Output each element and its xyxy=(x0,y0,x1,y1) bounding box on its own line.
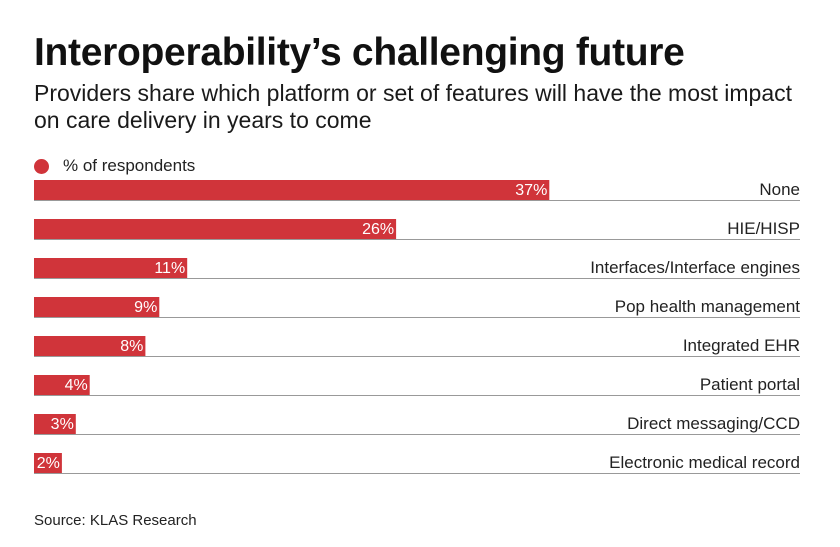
bar-value-label: 8% xyxy=(120,338,143,355)
chart-title: Interoperability’s challenging future xyxy=(34,31,685,74)
category-label: Direct messaging/CCD xyxy=(627,414,800,433)
bar xyxy=(34,453,62,473)
bar-value-label: 11% xyxy=(154,260,185,277)
bar xyxy=(34,219,397,239)
category-label: Patient portal xyxy=(700,375,800,394)
legend: % of respondents xyxy=(34,155,195,177)
bar-value-label: 9% xyxy=(134,299,157,316)
bar-value-label: 37% xyxy=(515,182,547,199)
category-label: Interfaces/Interface engines xyxy=(590,258,800,277)
legend-label: % of respondents xyxy=(63,156,196,175)
bar xyxy=(34,258,188,278)
bar-value-label: 3% xyxy=(51,416,74,433)
category-label: Integrated EHR xyxy=(683,336,800,355)
category-label: Electronic medical record xyxy=(609,453,800,472)
bar xyxy=(34,336,146,356)
bar xyxy=(34,180,550,200)
legend-dot-icon xyxy=(34,158,49,174)
category-label: HIE/HISP xyxy=(727,219,800,238)
category-label: Pop health management xyxy=(615,297,801,316)
bar xyxy=(34,297,160,317)
bar-value-label: 2% xyxy=(37,455,60,472)
chart-subtitle: Providers share which platform or set of… xyxy=(34,80,793,133)
bar-value-label: 4% xyxy=(65,377,88,394)
source-note: Source: KLAS Research xyxy=(34,512,197,529)
bar xyxy=(34,375,90,395)
category-label: None xyxy=(759,180,800,199)
bar xyxy=(34,414,76,434)
bar-value-label: 26% xyxy=(362,221,394,238)
